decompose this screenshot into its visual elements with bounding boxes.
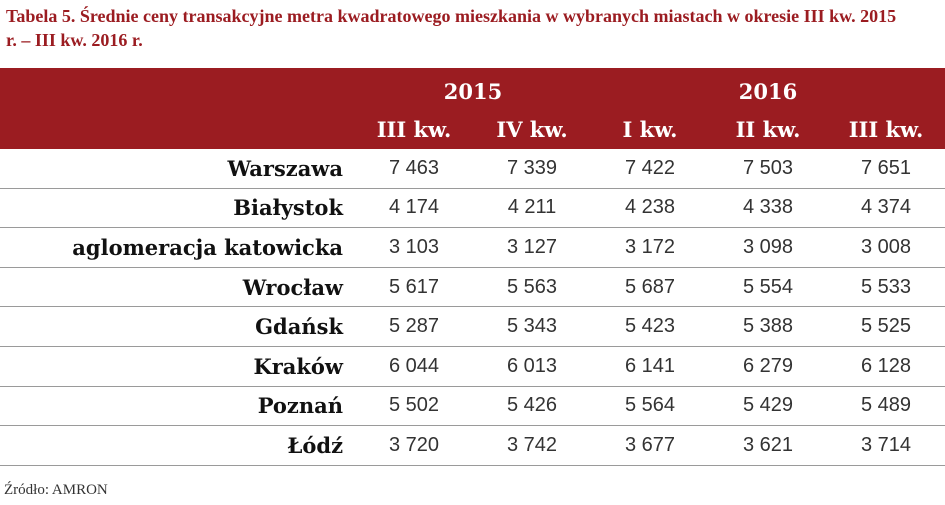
city-label: Warszawa <box>0 149 355 189</box>
price-cell: 3 720 <box>355 425 473 466</box>
price-cell: 5 343 <box>473 306 592 347</box>
table-row: Poznań 5 502 5 426 5 564 5 429 5 489 <box>0 386 945 427</box>
price-cell: 5 489 <box>827 386 945 427</box>
city-label: Kraków <box>0 346 355 387</box>
price-cell: 5 423 <box>591 306 710 347</box>
price-cell: 3 742 <box>473 425 592 466</box>
price-cell: 3 103 <box>355 227 473 268</box>
quarter-header: IV kw. <box>496 116 568 142</box>
price-cell: 5 525 <box>827 306 945 347</box>
price-cell: 6 128 <box>827 346 945 387</box>
quarter-row: III kw. IV kw. I kw. II kw. III kw. <box>0 109 945 149</box>
source: Źródło: AMRON <box>4 482 108 498</box>
price-cell: 3 127 <box>473 227 592 268</box>
price-cell: 5 388 <box>709 306 828 347</box>
table-row: Łódź 3 720 3 742 3 677 3 621 3 714 <box>0 425 945 466</box>
price-cell: 5 533 <box>827 267 945 308</box>
city-label: Białystok <box>0 188 355 229</box>
price-cell: 4 374 <box>827 188 945 229</box>
city-label: Poznań <box>0 386 355 427</box>
price-cell: 3 008 <box>827 227 945 268</box>
price-cell: 4 174 <box>355 188 473 229</box>
price-cell: 6 044 <box>355 346 473 387</box>
year-header: 2016 <box>738 79 798 104</box>
table: 2015 2016 III kw. IV kw. I kw. II kw. III kw… <box>0 68 945 466</box>
table-body: Warszawa 7 463 7 339 7 422 7 503 7 651 Białyst… <box>0 149 945 466</box>
city-label: Gdańsk <box>0 306 355 347</box>
price-cell: 6 013 <box>473 346 592 387</box>
price-cell: 5 429 <box>709 386 828 427</box>
table-row: Kraków 6 044 6 013 6 141 6 279 6 128 <box>0 346 945 387</box>
quarter-header: II kw. <box>735 116 801 142</box>
price-cell: 7 651 <box>827 149 945 189</box>
price-cell: 7 463 <box>355 149 473 189</box>
price-cell: 4 211 <box>473 188 592 229</box>
price-cell: 6 141 <box>591 346 710 387</box>
price-cell: 4 338 <box>709 188 828 229</box>
year-header: 2015 <box>443 79 503 104</box>
price-cell: 5 426 <box>473 386 592 427</box>
price-cell: 7 339 <box>473 149 592 189</box>
price-cell: 7 503 <box>709 149 828 189</box>
price-cell: 5 563 <box>473 267 592 308</box>
price-cell: 3 098 <box>709 227 828 268</box>
table-row: Białystok 4 174 4 211 4 238 4 338 4 374 <box>0 188 945 229</box>
quarter-header: I kw. <box>622 116 678 142</box>
table-row: Warszawa 7 463 7 339 7 422 7 503 7 651 <box>0 149 945 189</box>
table-row: aglomeracja katowicka 3 103 3 127 3 172 3 09… <box>0 227 945 268</box>
city-label: Łódź <box>0 425 355 466</box>
city-label: Wrocław <box>0 267 355 308</box>
price-cell: 5 617 <box>355 267 473 308</box>
table-title: Tabela 5. Średnie ceny transakcyjne metr… <box>6 6 897 50</box>
price-cell: 5 564 <box>591 386 710 427</box>
price-cell: 5 287 <box>355 306 473 347</box>
city-label: aglomeracja katowicka <box>0 227 355 268</box>
quarter-header: III kw. <box>848 116 924 142</box>
quarter-header: III kw. <box>376 116 452 142</box>
table-row: Wrocław 5 617 5 563 5 687 5 554 5 533 <box>0 267 945 308</box>
price-cell: 3 621 <box>709 425 828 466</box>
table-row: Gdańsk 5 287 5 343 5 423 5 388 5 525 <box>0 306 945 347</box>
price-cell: 7 422 <box>591 149 710 189</box>
price-cell: 6 279 <box>709 346 828 387</box>
year-row: 2015 2016 <box>0 68 945 109</box>
price-cell: 5 687 <box>591 267 710 308</box>
price-cell: 3 714 <box>827 425 945 466</box>
price-cell: 4 238 <box>591 188 710 229</box>
price-cell: 3 677 <box>591 425 710 466</box>
price-cell: 5 502 <box>355 386 473 427</box>
price-cell: 5 554 <box>709 267 828 308</box>
price-cell: 3 172 <box>591 227 710 268</box>
